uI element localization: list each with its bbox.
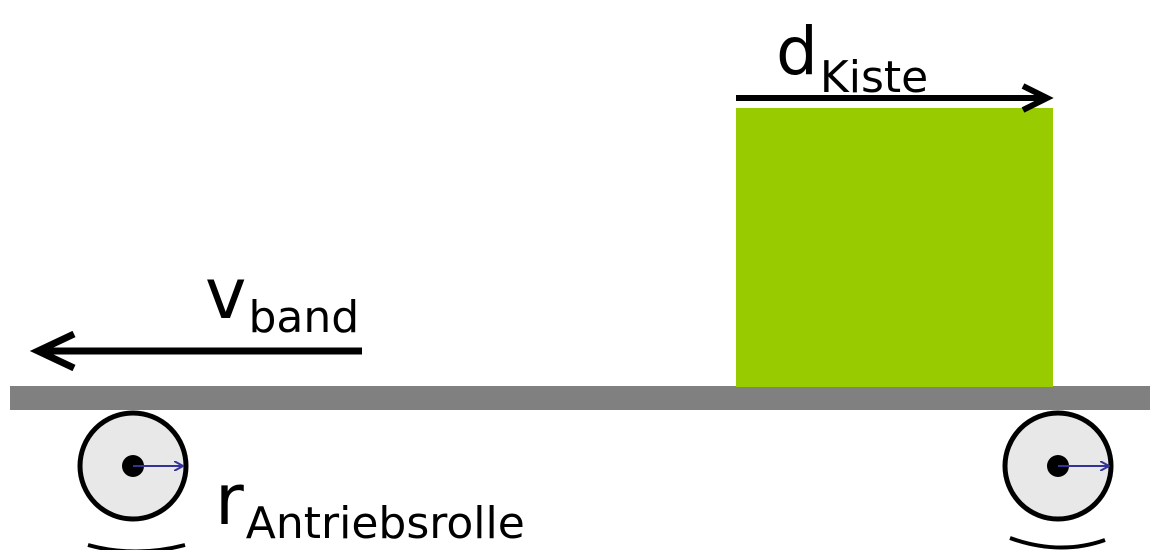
right-roller: [1005, 413, 1111, 548]
roller-radius-label: rAntriebsrolle: [215, 459, 525, 549]
belt-speed-label: vband: [205, 253, 359, 343]
rotation-arrow: [88, 545, 185, 550]
left-roller: [80, 413, 186, 550]
box-width-label: dKiste: [776, 13, 928, 103]
conveyor-belt: [10, 386, 1150, 410]
box: [736, 108, 1053, 387]
rotation-arrow: [1010, 538, 1105, 548]
